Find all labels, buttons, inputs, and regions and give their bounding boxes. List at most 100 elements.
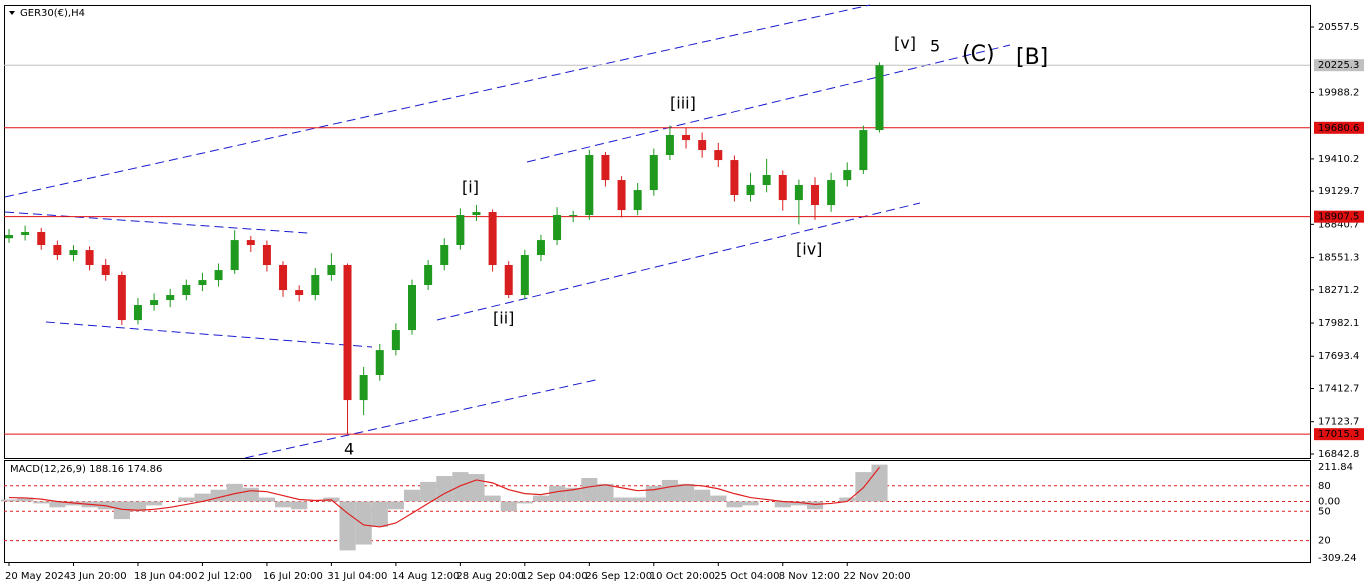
candle-body (246, 240, 255, 246)
macd-bar (226, 483, 243, 502)
macd-bar (581, 477, 598, 502)
y-tick-label: 0.00 (1318, 496, 1340, 507)
y-tick-label: 20557.5 (1318, 22, 1359, 33)
candle-body (5, 235, 13, 239)
macd-bar (694, 489, 711, 502)
y-tick-label: 17693.4 (1318, 351, 1359, 362)
y-tick-label: 17123.7 (1318, 417, 1359, 428)
candle-body (569, 215, 578, 217)
candle-body (295, 290, 304, 296)
candle-body (214, 270, 223, 281)
macd-bar (355, 501, 372, 545)
candle-body (166, 295, 175, 301)
macd-bar (436, 476, 453, 502)
candle-body (488, 212, 497, 266)
y-tick-label: 18840.7 (1318, 219, 1359, 230)
y-tick-label: 17982.1 (1318, 318, 1359, 329)
candle-body (424, 265, 433, 286)
candle-body (778, 175, 787, 201)
macd-bar (387, 501, 404, 510)
candle-body (69, 250, 78, 256)
y-tick-label: 18551.3 (1318, 253, 1359, 264)
candle-body (859, 130, 868, 171)
y-tick-label: 18271.2 (1318, 285, 1359, 296)
x-tick-label: 12 Sep 04:00 (521, 571, 588, 582)
x-tick-label: 10 Oct 20:00 (650, 571, 715, 582)
channel-lines (4, 4, 1011, 459)
macd-bar (210, 489, 227, 502)
x-tick-label: 25 Oct 04:00 (714, 571, 779, 582)
wave-label: [iii] (670, 94, 696, 113)
macd-bar (726, 501, 743, 508)
candle-body (504, 265, 513, 296)
candle-body (391, 330, 400, 351)
macd-bar (871, 464, 888, 502)
macd-bar (339, 501, 356, 551)
macd-bar (129, 501, 147, 512)
candle-body (279, 265, 288, 291)
macd-bar (742, 501, 759, 506)
x-tick-label: 28 Aug 20:00 (456, 571, 523, 582)
y-tick-label: 19410.2 (1318, 154, 1359, 165)
candle-body (665, 135, 674, 156)
signal-line (8, 466, 880, 528)
candle-body (682, 135, 691, 141)
candle-body (456, 215, 465, 246)
macd-bar (807, 501, 824, 510)
candle-body (617, 180, 626, 211)
candle-body (375, 350, 384, 376)
candle-body (359, 375, 368, 401)
x-tick-label: 31 Jul 04:00 (327, 571, 387, 582)
wave-label: [ii] (493, 309, 514, 328)
macd-bar (516, 501, 533, 504)
candle-body (698, 140, 707, 151)
macd-bar (839, 497, 856, 502)
wave-label: 4 (344, 440, 354, 459)
macd-bar (500, 501, 517, 512)
macd-bar (452, 472, 469, 502)
candle-body (762, 175, 771, 186)
price-level-box (1314, 59, 1364, 72)
price-level-label: 19680.6 (1318, 123, 1359, 134)
macd-bar (661, 479, 679, 502)
y-tick-label: 19988.2 (1318, 87, 1359, 98)
candle-body (633, 190, 642, 211)
candle-body (343, 265, 352, 401)
macd-bar (549, 485, 566, 502)
y-tick-label: 16842.8 (1318, 449, 1359, 460)
y-tick-label: 19129.7 (1318, 186, 1359, 197)
candle-body (150, 300, 159, 306)
candle-body (85, 250, 94, 266)
macd-bar (790, 501, 807, 506)
candle-body (811, 185, 819, 206)
macd-bar (33, 501, 50, 504)
macd-bar (404, 489, 421, 502)
candle-body (198, 280, 207, 286)
price-level-label: 20225.3 (1318, 60, 1359, 71)
y-tick-label: 17412.7 (1318, 383, 1359, 394)
price-level-label: 17015.3 (1318, 429, 1359, 440)
price-level-box (1314, 121, 1364, 134)
macd-bar (146, 501, 163, 506)
y-tick-label: -309.24 (1318, 553, 1357, 564)
x-tick-label: 18 Jun 04:00 (134, 571, 198, 582)
candle-body (230, 240, 239, 271)
macd-bar (291, 501, 308, 510)
candle-body (875, 65, 884, 131)
price-level-box (1314, 210, 1364, 223)
candle-body (133, 305, 142, 321)
wave-label: [v] (894, 34, 916, 53)
candle-body (53, 245, 62, 256)
candle-body (746, 185, 755, 196)
macd-bar (275, 501, 292, 508)
macd-bar (597, 483, 614, 502)
wave-label: [B] (1016, 45, 1048, 70)
candle-body (536, 240, 545, 256)
candle-body (440, 245, 449, 266)
macd-bar (468, 474, 485, 502)
wave-label: 5 (930, 37, 940, 56)
macd-bar (49, 501, 66, 508)
candle-body (827, 180, 836, 206)
macd-bar (242, 487, 259, 502)
